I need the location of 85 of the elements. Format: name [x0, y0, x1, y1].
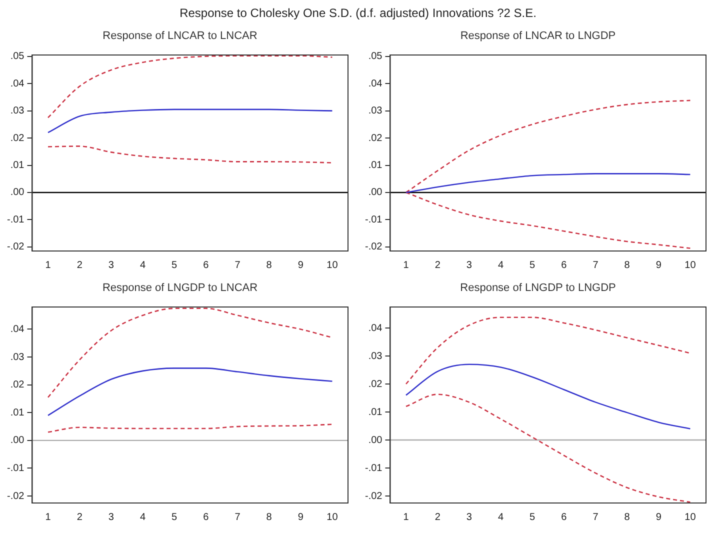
y-tick-label: .03: [10, 106, 25, 117]
x-tick-label: 3: [466, 512, 472, 523]
x-tick-label: 6: [561, 260, 568, 271]
line-series: [47, 146, 333, 164]
x-tick-label: 6: [561, 512, 568, 523]
text: Response to Cholesky One S.D. (d.f. adjusted) Innovations ?2 S.E.: [178, 6, 538, 20]
x-tick-label: 5: [172, 512, 178, 523]
y-tick-label: .04: [10, 324, 25, 335]
x-tick-label: 8: [266, 260, 272, 271]
x-tick-label: 9: [298, 512, 304, 523]
x-tick-label: 9: [656, 260, 662, 271]
x-tick-label: 7: [234, 260, 241, 271]
line-series: [405, 316, 691, 385]
y-tick-label: .00: [10, 435, 25, 446]
x-tick-label: 5: [172, 260, 178, 271]
y-tick-label: .01: [10, 407, 25, 418]
x-tick-label: 7: [592, 260, 599, 271]
x-tick-label: 2: [434, 260, 441, 271]
x-tick-label: 2: [76, 512, 83, 523]
x-tick-label: 4: [498, 512, 504, 523]
x-tick-label: 1: [403, 260, 410, 271]
line-series: [405, 173, 691, 194]
x-tick-label: 1: [45, 260, 52, 271]
chart-title: Response of LNCAR to LNCAR: [102, 30, 258, 44]
y-tick-label: .00: [368, 434, 383, 446]
x-tick-label: 9: [656, 512, 662, 523]
y-tick-label: .01: [10, 160, 25, 171]
y-tick-label: .04: [368, 322, 383, 334]
x-tick-label: 10: [684, 260, 696, 271]
x-tick-label: 2: [76, 260, 83, 271]
y-tick-label: -.02: [6, 242, 25, 253]
x-tick-label: 7: [234, 512, 241, 523]
line-series: [47, 308, 333, 398]
y-tick-label: .02: [368, 378, 383, 390]
y-tick-label: .03: [10, 352, 25, 363]
x-tick-label: 5: [530, 512, 536, 523]
y-tick-label: .02: [10, 380, 25, 391]
y-tick-label: .01: [368, 160, 383, 171]
line-series: [47, 108, 333, 134]
y-tick-label: .05: [368, 51, 383, 62]
x-tick-label: 1: [45, 512, 52, 523]
x-tick-label: 3: [108, 260, 114, 271]
x-tick-label: 10: [326, 260, 338, 271]
x-tick-label: 4: [140, 260, 146, 271]
x-tick-label: 9: [298, 260, 304, 271]
chart-title: Response of LNGDP to LNGDP: [459, 282, 617, 296]
y-tick-label: .04: [368, 78, 383, 90]
x-tick-label: 10: [326, 512, 338, 523]
line-series: [47, 424, 333, 433]
y-tick-label: -.02: [6, 490, 25, 502]
y-tick-label: -.01: [6, 214, 25, 226]
x-tick-label: 7: [592, 512, 599, 523]
x-tick-label: 3: [466, 260, 472, 271]
line-series: [47, 368, 333, 416]
chart-title: Response of LNCAR to LNGDP: [459, 30, 617, 44]
line-series: [47, 55, 333, 118]
x-tick-label: 8: [624, 260, 630, 271]
x-tick-label: 8: [266, 512, 272, 523]
x-tick-label: 1: [403, 512, 410, 523]
y-tick-label: -.01: [364, 214, 383, 226]
y-tick-label: .04: [10, 78, 25, 90]
y-tick-label: -.02: [364, 490, 383, 502]
y-tick-label: .02: [10, 132, 25, 144]
x-tick-label: 6: [203, 260, 210, 271]
y-tick-label: .05: [10, 51, 25, 62]
y-tick-label: -.01: [6, 463, 25, 474]
x-tick-label: 8: [624, 512, 630, 523]
x-tick-label: 3: [108, 512, 114, 523]
y-tick-label: -.01: [364, 462, 383, 474]
x-tick-label: 6: [203, 512, 210, 523]
y-tick-label: .02: [368, 132, 383, 144]
line-series: [405, 364, 691, 430]
y-tick-label: .00: [10, 187, 25, 198]
x-tick-label: 4: [140, 512, 146, 523]
x-tick-label: 10: [684, 512, 696, 523]
y-tick-label: .01: [368, 406, 383, 418]
y-tick-label: -.02: [364, 242, 383, 253]
x-tick-label: 2: [434, 512, 441, 523]
y-tick-label: .00: [368, 187, 383, 198]
line-series: [405, 394, 691, 503]
x-tick-label: 5: [530, 260, 536, 271]
chart-title: Response of LNGDP to LNCAR: [101, 282, 259, 296]
y-tick-label: .03: [368, 350, 383, 362]
y-tick-label: .03: [368, 106, 383, 117]
x-tick-label: 4: [498, 260, 504, 271]
